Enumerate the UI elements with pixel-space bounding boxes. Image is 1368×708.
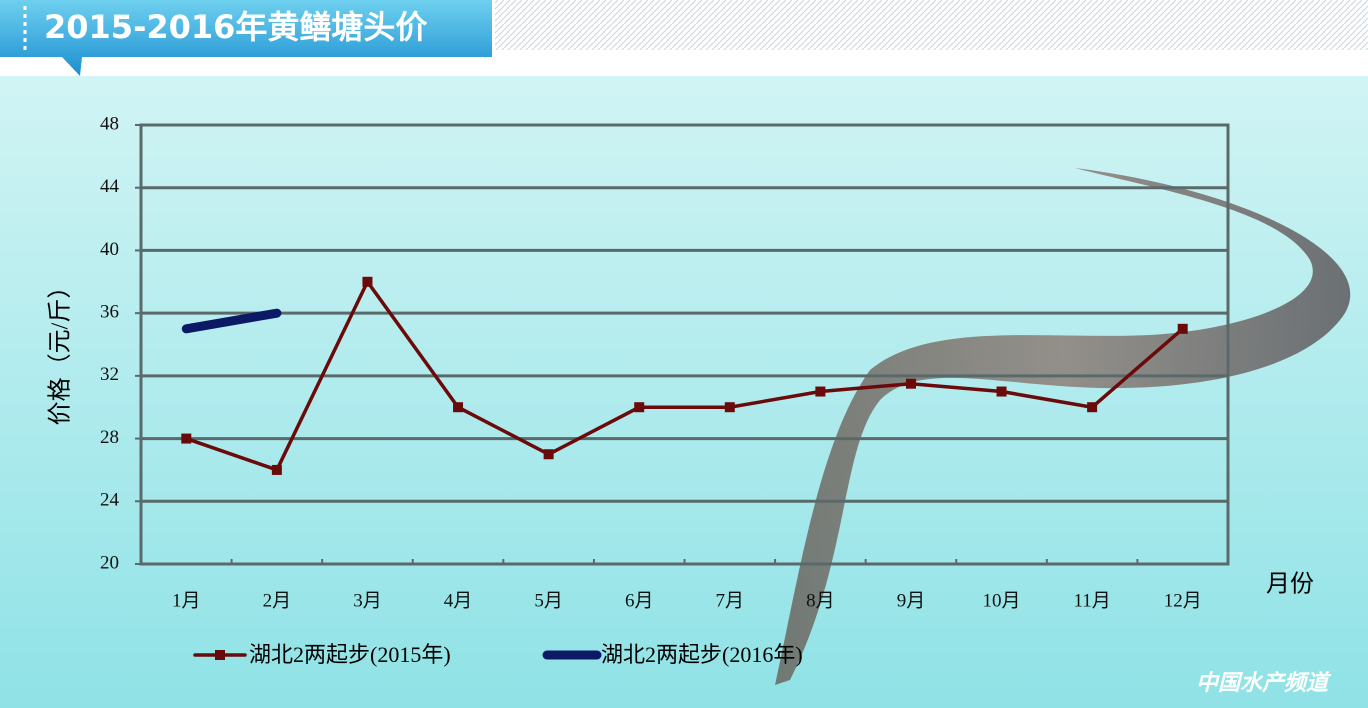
point-marker [543,449,554,460]
x-tick-label: 11月 [1073,590,1110,611]
point-marker [634,402,645,413]
y-tick-label: 48 [100,113,119,134]
y-tick-label: 32 [100,364,119,385]
x-tick-label: 10月 [983,590,1021,611]
point-marker [905,378,916,389]
point-marker [1087,402,1098,413]
series-line [181,308,282,334]
x-tick-label: 8月 [806,590,835,611]
y-tick-label: 40 [100,239,119,260]
point-marker [181,433,192,444]
point-marker [996,386,1007,397]
y-axis-label: 价格（元/斤） [47,275,74,426]
point-marker [815,386,826,397]
series-line [184,278,1185,473]
legend-label: 湖北2两起步(2015年) [249,642,451,667]
point-marker [453,402,464,413]
x-tick-label: 7月 [716,590,745,611]
point-marker [271,464,282,475]
x-tick-label: 9月 [897,590,926,611]
header-hatch [495,0,1368,50]
y-tick-label: 20 [100,552,119,573]
point-marker [1177,323,1188,334]
x-axis-label: 月份 [1266,571,1314,598]
watermark: 中国水产频道 [1196,670,1332,696]
y-tick-label: 28 [100,427,119,448]
y-tick-label: 44 [100,176,120,197]
x-tick-label: 6月 [625,590,654,611]
point-marker [362,276,373,287]
legend-label: 湖北2两起步(2016年) [601,642,803,667]
x-tick-label: 3月 [353,590,382,611]
title-banner [0,0,492,76]
y-tick-label: 36 [100,302,119,323]
x-tick-label: 2月 [263,590,292,611]
x-tick-label: 4月 [444,590,473,611]
x-tick-label: 5月 [534,590,563,611]
x-tick-label: 1月 [172,590,201,611]
title: 2015-2016年黄鳝塘头价 [44,8,427,46]
point-marker [724,402,735,413]
y-tick-label: 24 [100,490,120,511]
legend-marker [215,650,225,660]
x-tick-label: 12月 [1164,590,1202,611]
